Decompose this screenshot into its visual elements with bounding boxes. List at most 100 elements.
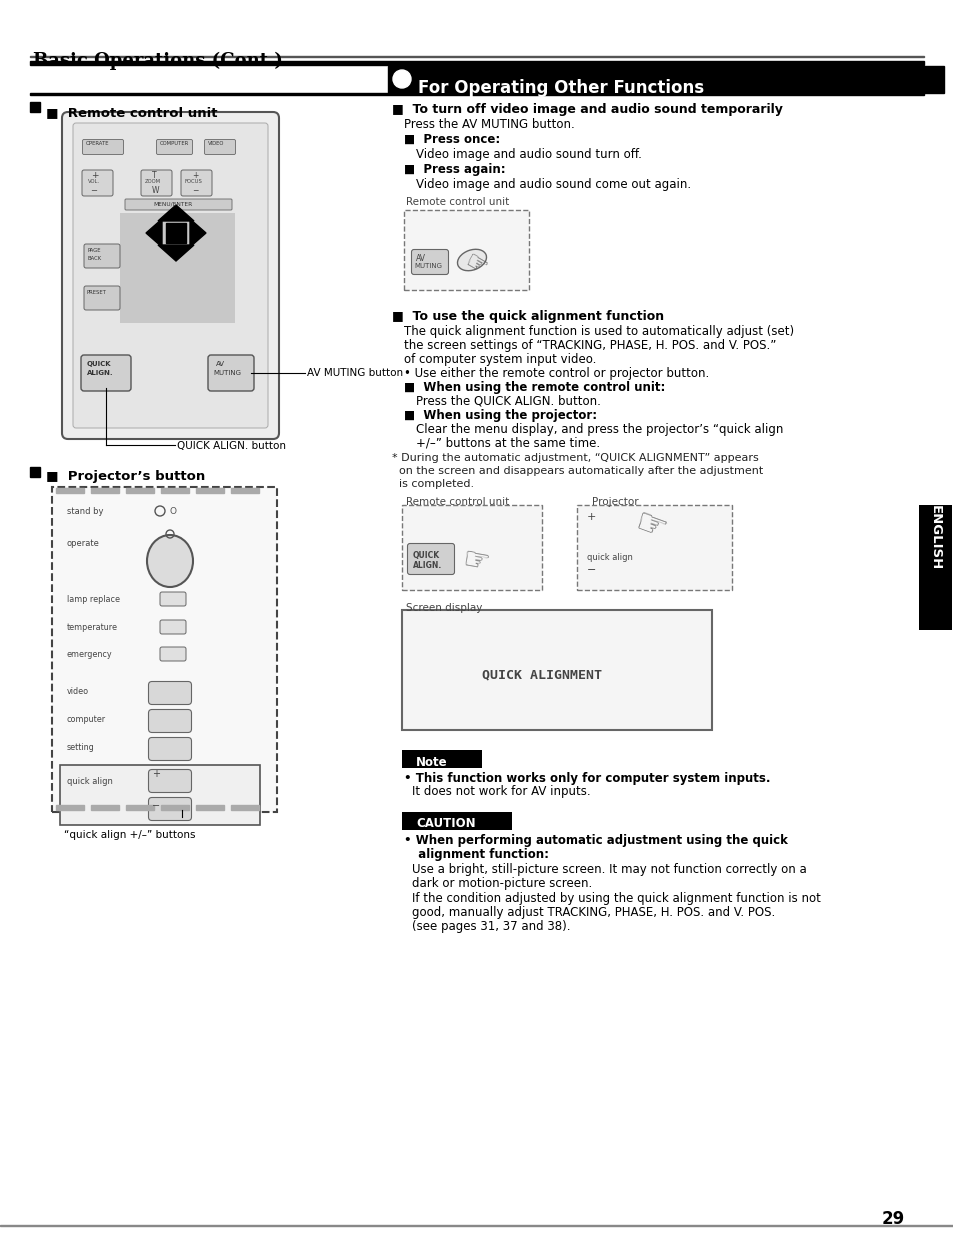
Polygon shape [158,245,193,261]
Text: PAGE: PAGE [88,248,101,253]
FancyBboxPatch shape [149,798,192,820]
FancyBboxPatch shape [84,287,120,310]
FancyBboxPatch shape [204,140,235,154]
Bar [0,1224,953,1226]
FancyBboxPatch shape [149,709,192,732]
Circle shape [393,70,411,88]
Text: +: + [192,170,198,180]
Text: alignment function:: alignment function: [410,848,548,861]
Text: ALIGN.: ALIGN. [87,370,113,375]
Bar [161,805,189,810]
Bar [30,467,40,477]
Text: quick align: quick align [67,777,112,785]
Text: Basic Operations (Cont.): Basic Operations (Cont.) [33,52,283,70]
Text: T: T [152,170,156,180]
Text: For Operating Other Functions: For Operating Other Functions [417,79,703,98]
Text: ■  Remote control unit: ■ Remote control unit [46,106,217,119]
Text: ☞: ☞ [629,505,671,548]
Text: AV MUTING button: AV MUTING button [307,368,403,378]
Polygon shape [190,219,206,247]
Text: +: + [152,769,160,779]
Text: ■  Press once:: ■ Press once: [403,133,499,146]
Text: O: O [170,508,177,516]
Bar [30,103,40,112]
Bar [60,764,260,825]
Bar [231,488,258,493]
Bar [388,65,943,93]
Text: ☞: ☞ [459,545,492,578]
Text: BACK: BACK [88,256,102,261]
FancyBboxPatch shape [149,682,192,704]
Text: ☞: ☞ [459,249,491,282]
Text: video: video [67,687,89,697]
Text: If the condition adjusted by using the quick alignment function is not: If the condition adjusted by using the q… [412,892,820,905]
Text: 29: 29 [881,1210,904,1228]
Bar [166,224,186,243]
Text: ENGLISH: ENGLISH [927,505,941,571]
Bar [30,93,923,95]
Bar [126,488,153,493]
Text: Screen display: Screen display [406,603,482,613]
Text: VIDEO: VIDEO [208,141,224,146]
FancyBboxPatch shape [411,249,448,274]
Text: quick align: quick align [586,553,632,562]
Text: −: − [586,564,596,576]
Text: COMPUTER: COMPUTER [160,141,189,146]
Text: MUTING: MUTING [213,370,241,375]
Bar [403,210,529,290]
Text: good, manually adjust TRACKING, PHASE, H. POS. and V. POS.: good, manually adjust TRACKING, PHASE, H… [412,906,775,919]
Text: • When performing automatic adjustment using the quick: • When performing automatic adjustment u… [403,834,787,847]
FancyBboxPatch shape [141,170,172,196]
Bar [120,212,234,324]
Text: The quick alignment function is used to automatically adjust (set): The quick alignment function is used to … [403,325,793,338]
Bar [577,505,731,590]
Text: of computer system input video.: of computer system input video. [403,353,596,366]
Text: ■  Projector’s button: ■ Projector’s button [46,471,205,483]
Text: the screen settings of “TRACKING, PHASE, H. POS. and V. POS.”: the screen settings of “TRACKING, PHASE,… [403,338,776,352]
Text: ■  When using the remote control unit:: ■ When using the remote control unit: [403,382,664,394]
FancyBboxPatch shape [160,647,186,661]
Bar [91,805,119,810]
Text: Note: Note [416,756,447,769]
Polygon shape [158,205,193,221]
Text: ■  Press again:: ■ Press again: [403,163,505,177]
Bar [231,805,258,810]
Text: −: − [152,802,160,811]
Text: on the screen and disappears automatically after the adjustment: on the screen and disappears automatical… [392,466,762,475]
Text: computer: computer [67,715,106,724]
Text: lamp replace: lamp replace [67,595,120,604]
Text: Remote control unit: Remote control unit [406,496,509,508]
Ellipse shape [147,535,193,587]
Text: ■  To use the quick alignment function: ■ To use the quick alignment function [392,310,663,324]
Text: Projector: Projector [592,496,638,508]
FancyBboxPatch shape [181,170,212,196]
Bar [195,488,224,493]
Text: Press the QUICK ALIGN. button.: Press the QUICK ALIGN. button. [416,395,600,408]
Text: QUICK ALIGNMENT: QUICK ALIGNMENT [481,668,601,680]
Polygon shape [146,219,162,247]
Text: ZOOM: ZOOM [145,179,161,184]
Text: ■  To turn off video image and audio sound temporarily: ■ To turn off video image and audio soun… [392,103,782,116]
Text: emergency: emergency [67,650,112,659]
Text: * During the automatic adjustment, “QUICK ALIGNMENT” appears: * During the automatic adjustment, “QUIC… [392,453,758,463]
Text: QUICK ALIGN. button: QUICK ALIGN. button [177,441,286,451]
Text: Use a bright, still-picture screen. It may not function correctly on a: Use a bright, still-picture screen. It m… [412,863,806,876]
Text: QUICK: QUICK [87,361,112,367]
Text: It does not work for AV inputs.: It does not work for AV inputs. [412,785,590,798]
FancyBboxPatch shape [125,199,232,210]
Text: FOCUS: FOCUS [185,179,203,184]
Text: is completed.: is completed. [392,479,474,489]
Text: AV: AV [215,361,225,367]
Bar [30,61,923,65]
Text: Remote control unit: Remote control unit [406,198,509,207]
FancyBboxPatch shape [62,112,278,438]
Bar [195,805,224,810]
Bar [161,488,189,493]
Text: Press the AV MUTING button.: Press the AV MUTING button. [403,119,574,131]
FancyBboxPatch shape [82,140,123,154]
FancyBboxPatch shape [208,354,253,391]
Text: W: W [152,186,159,195]
FancyBboxPatch shape [149,769,192,793]
Bar [91,488,119,493]
Bar [401,610,711,730]
